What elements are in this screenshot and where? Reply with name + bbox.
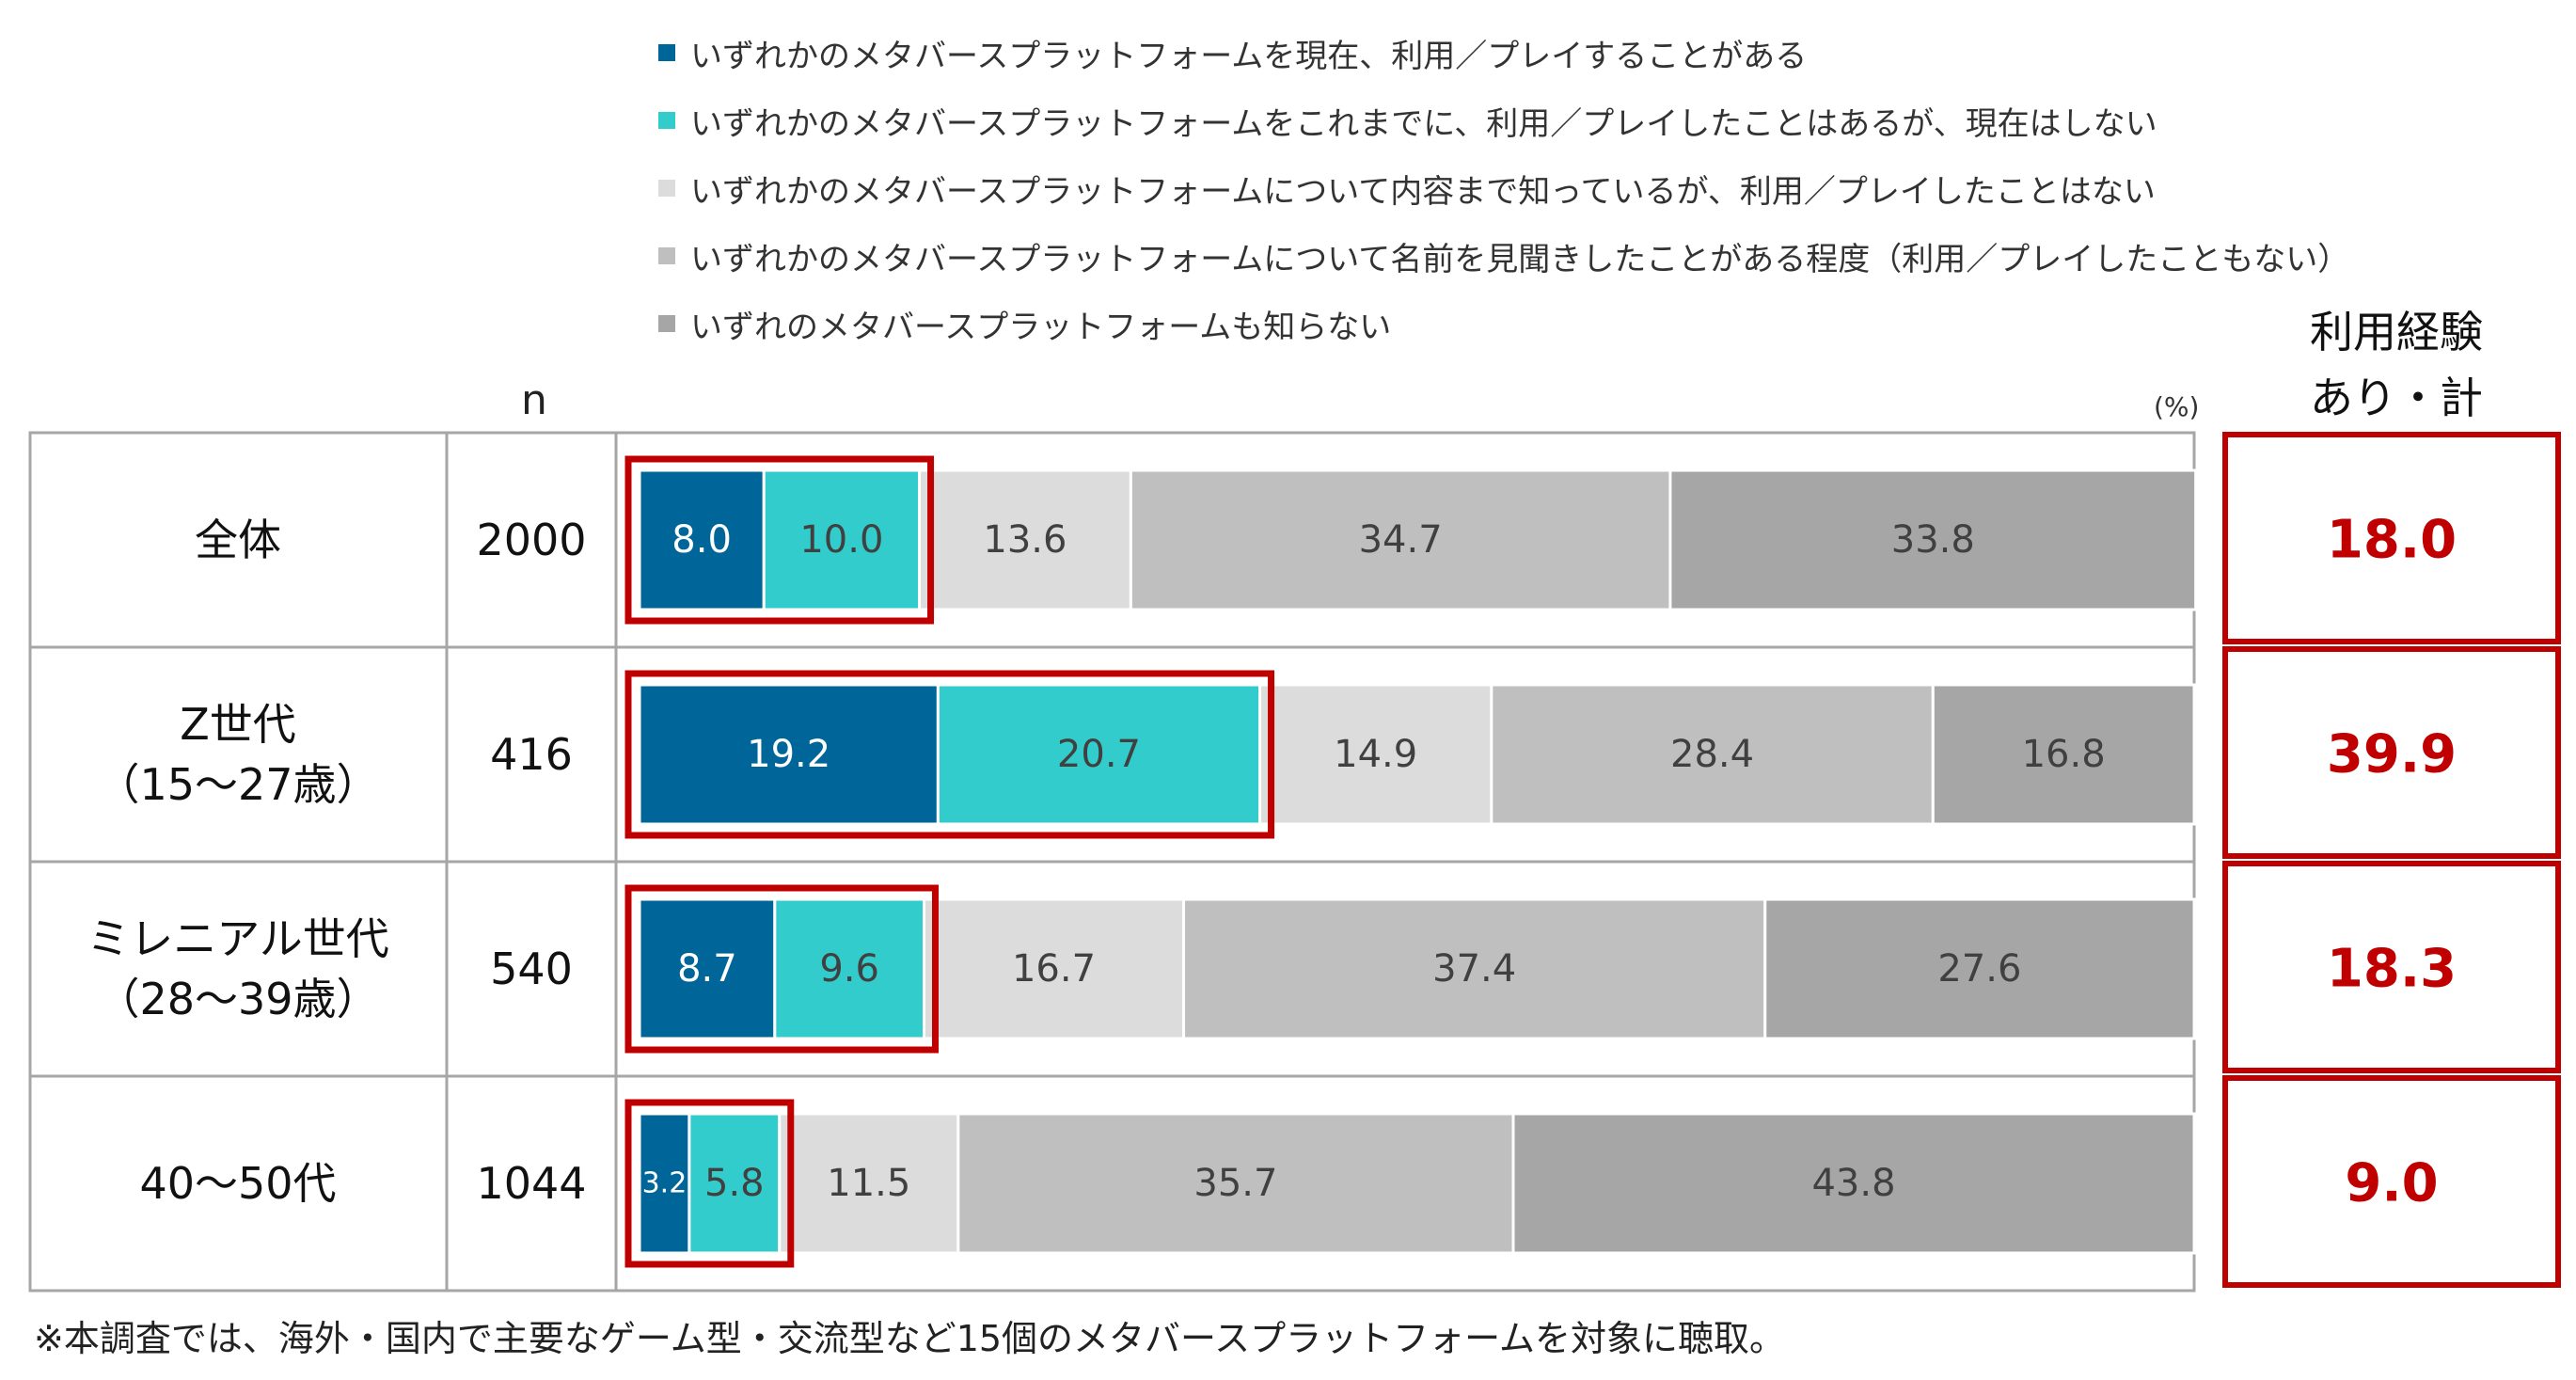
legend-label: いずれかのメタバースプラットフォームについて内容まで知っているが、利用／プレイし… xyxy=(690,172,2156,211)
data-label: 34.7 xyxy=(1359,518,1443,562)
bar-segment xyxy=(778,1112,960,1255)
category-label: （15～27歳） xyxy=(96,759,379,810)
data-label: 3.2 xyxy=(642,1167,687,1200)
data-label: 8.0 xyxy=(672,518,732,562)
bar-segment xyxy=(1182,897,1767,1040)
legend-item: いずれかのメタバースプラットフォームについて名前を見聞きしたことがある程度（利用… xyxy=(658,222,2349,290)
category-label: ミレニアル世代 xyxy=(87,913,389,964)
data-label: 28.4 xyxy=(1670,733,1754,776)
percent-unit-label: (%) xyxy=(2154,391,2200,422)
chart-legend: いずれかのメタバースプラットフォームを現在、利用／プレイすることがあるいずれかの… xyxy=(658,19,2349,357)
bar-segment xyxy=(1490,683,1935,826)
data-label: 8.7 xyxy=(677,947,737,991)
legend-swatch xyxy=(658,247,675,264)
category-label: 全体 xyxy=(195,515,281,565)
category-label: Z世代 xyxy=(180,699,296,750)
legend-label: いずれかのメタバースプラットフォームについて名前を見聞きしたことがある程度（利用… xyxy=(690,240,2350,278)
legend-swatch xyxy=(658,44,675,61)
experience-total-value: 39.9 xyxy=(2327,724,2457,785)
data-label: 13.6 xyxy=(983,518,1067,562)
n-value: 2000 xyxy=(476,515,586,565)
legend-label: いずれかのメタバースプラットフォームを現在、利用／プレイすることがある xyxy=(690,37,1808,75)
data-label: 16.7 xyxy=(1012,947,1096,991)
data-label: 11.5 xyxy=(827,1162,910,1205)
bar-segment xyxy=(1511,1112,2196,1255)
legend-swatch xyxy=(658,112,675,129)
highlight-box xyxy=(624,455,935,625)
data-label: 27.6 xyxy=(1937,947,2021,991)
bar-segment xyxy=(1763,897,2196,1040)
highlight-box xyxy=(624,670,1275,839)
n-value: 540 xyxy=(490,944,573,994)
experience-total-value: 18.0 xyxy=(2327,510,2457,571)
n-value: 416 xyxy=(490,729,573,780)
experience-total-box xyxy=(2222,861,2561,1073)
experience-total-header: 利用経験 あり・計 xyxy=(2227,299,2566,431)
highlight-box xyxy=(624,884,939,1054)
category-label: （28～39歳） xyxy=(96,974,379,1024)
experience-header-line1: 利用経験 xyxy=(2310,307,2483,357)
data-label: 14.9 xyxy=(1334,733,1417,776)
data-label: 16.8 xyxy=(2022,733,2106,776)
data-label: 20.7 xyxy=(1057,733,1141,776)
bar-segment xyxy=(1258,683,1493,826)
bar-segment xyxy=(638,897,777,1040)
legend-item: いずれかのメタバースプラットフォームについて内容まで知っているが、利用／プレイし… xyxy=(658,154,2349,222)
legend-label: いずれかのメタバースプラットフォームをこれまでに、利用／プレイしたことはあるが、… xyxy=(690,104,2157,143)
bar-segment xyxy=(638,1112,691,1255)
experience-total-box xyxy=(2222,646,2561,859)
experience-header-line2: あり・計 xyxy=(2310,373,2483,423)
legend-item: いずれかのメタバースプラットフォームをこれまでに、利用／プレイしたことはあるが、… xyxy=(658,87,2349,154)
n-value: 1044 xyxy=(476,1158,586,1209)
bar-segment xyxy=(1931,683,2196,826)
legend-swatch xyxy=(658,180,675,197)
legend-item: いずれかのメタバースプラットフォームを現在、利用／プレイすることがある xyxy=(658,19,2349,87)
category-label: 40～50代 xyxy=(139,1158,336,1209)
data-label: 5.8 xyxy=(704,1162,765,1205)
experience-total-value: 9.0 xyxy=(2345,1153,2438,1214)
highlight-box xyxy=(624,1099,795,1268)
data-label: 35.7 xyxy=(1193,1162,1277,1205)
data-label: 9.6 xyxy=(819,947,879,991)
data-label: 33.8 xyxy=(1891,518,1975,562)
bar-segment xyxy=(918,468,1132,611)
footnote: ※本調査では、海外・国内で主要なゲーム型・交流型など15個のメタバースプラットフ… xyxy=(34,1318,1786,1359)
bar-segment xyxy=(1129,468,1672,611)
legend-label: いずれのメタバースプラットフォームも知らない xyxy=(690,308,1392,346)
data-label: 19.2 xyxy=(747,733,830,776)
bar-segment xyxy=(922,897,1186,1040)
bar-segment xyxy=(1668,468,2198,611)
data-label: 43.8 xyxy=(1811,1162,1895,1205)
experience-total-box xyxy=(2222,1075,2561,1288)
data-label: 37.4 xyxy=(1432,947,1516,991)
stacked-bar-chart: 全体 2000 8.0 10.0 13.6 34.7 33.8 18.0 Z世代 （15～27歳）… xyxy=(28,431,2561,1293)
legend-swatch xyxy=(658,315,675,332)
bar-segment xyxy=(956,1112,1515,1255)
bar-segment xyxy=(773,897,925,1040)
experience-total-value: 18.3 xyxy=(2327,939,2457,1000)
legend-item: いずれのメタバースプラットフォームも知らない xyxy=(658,290,2349,357)
experience-total-box xyxy=(2222,432,2561,644)
data-label: 10.0 xyxy=(799,518,883,562)
bar-segment xyxy=(638,468,766,611)
n-column-header: n xyxy=(521,376,547,424)
